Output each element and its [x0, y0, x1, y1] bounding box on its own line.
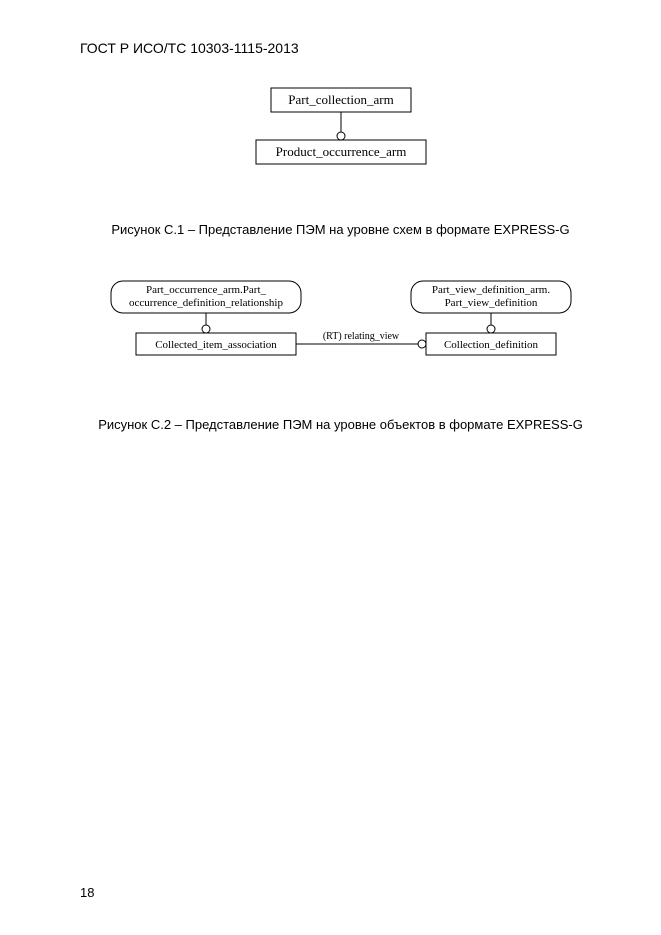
svg-text:(RT) relating_view: (RT) relating_view	[322, 331, 399, 342]
diagram-1-svg: Part_collection_arm Product_occurrence_ar…	[246, 86, 436, 172]
diagram-1: Part_collection_arm Product_occurrence_ar…	[80, 86, 601, 172]
svg-text:occurrence_definition_relation: occurrence_definition_relationship	[129, 297, 283, 309]
page-number: 18	[80, 885, 94, 900]
svg-text:Product_occurrence_arm: Product_occurrence_arm	[275, 144, 406, 159]
svg-text:Collected_item_association: Collected_item_association	[155, 339, 277, 351]
diagram-2-svg: Part_occurrence_arm.Part_occurrence_defi…	[101, 277, 581, 377]
svg-text:Part_view_definition_arm.: Part_view_definition_arm.	[431, 284, 549, 296]
svg-text:Collection_definition: Collection_definition	[443, 339, 538, 351]
svg-text:Part_view_definition: Part_view_definition	[444, 297, 537, 309]
svg-text:Part_occurrence_arm.Part_: Part_occurrence_arm.Part_	[145, 284, 266, 296]
doc-header: ГОСТ Р ИСО/ТС 10303-1115-2013	[80, 40, 601, 56]
caption-1: Рисунок C.1 – Представление ПЭМ на уровн…	[80, 222, 601, 237]
diagram-2: Part_occurrence_arm.Part_occurrence_defi…	[80, 277, 601, 377]
caption-2: Рисунок C.2 – Представление ПЭМ на уровн…	[80, 417, 601, 432]
page: ГОСТ Р ИСО/ТС 10303-1115-2013 Part_colle…	[0, 0, 661, 935]
svg-text:Part_collection_arm: Part_collection_arm	[288, 92, 393, 107]
